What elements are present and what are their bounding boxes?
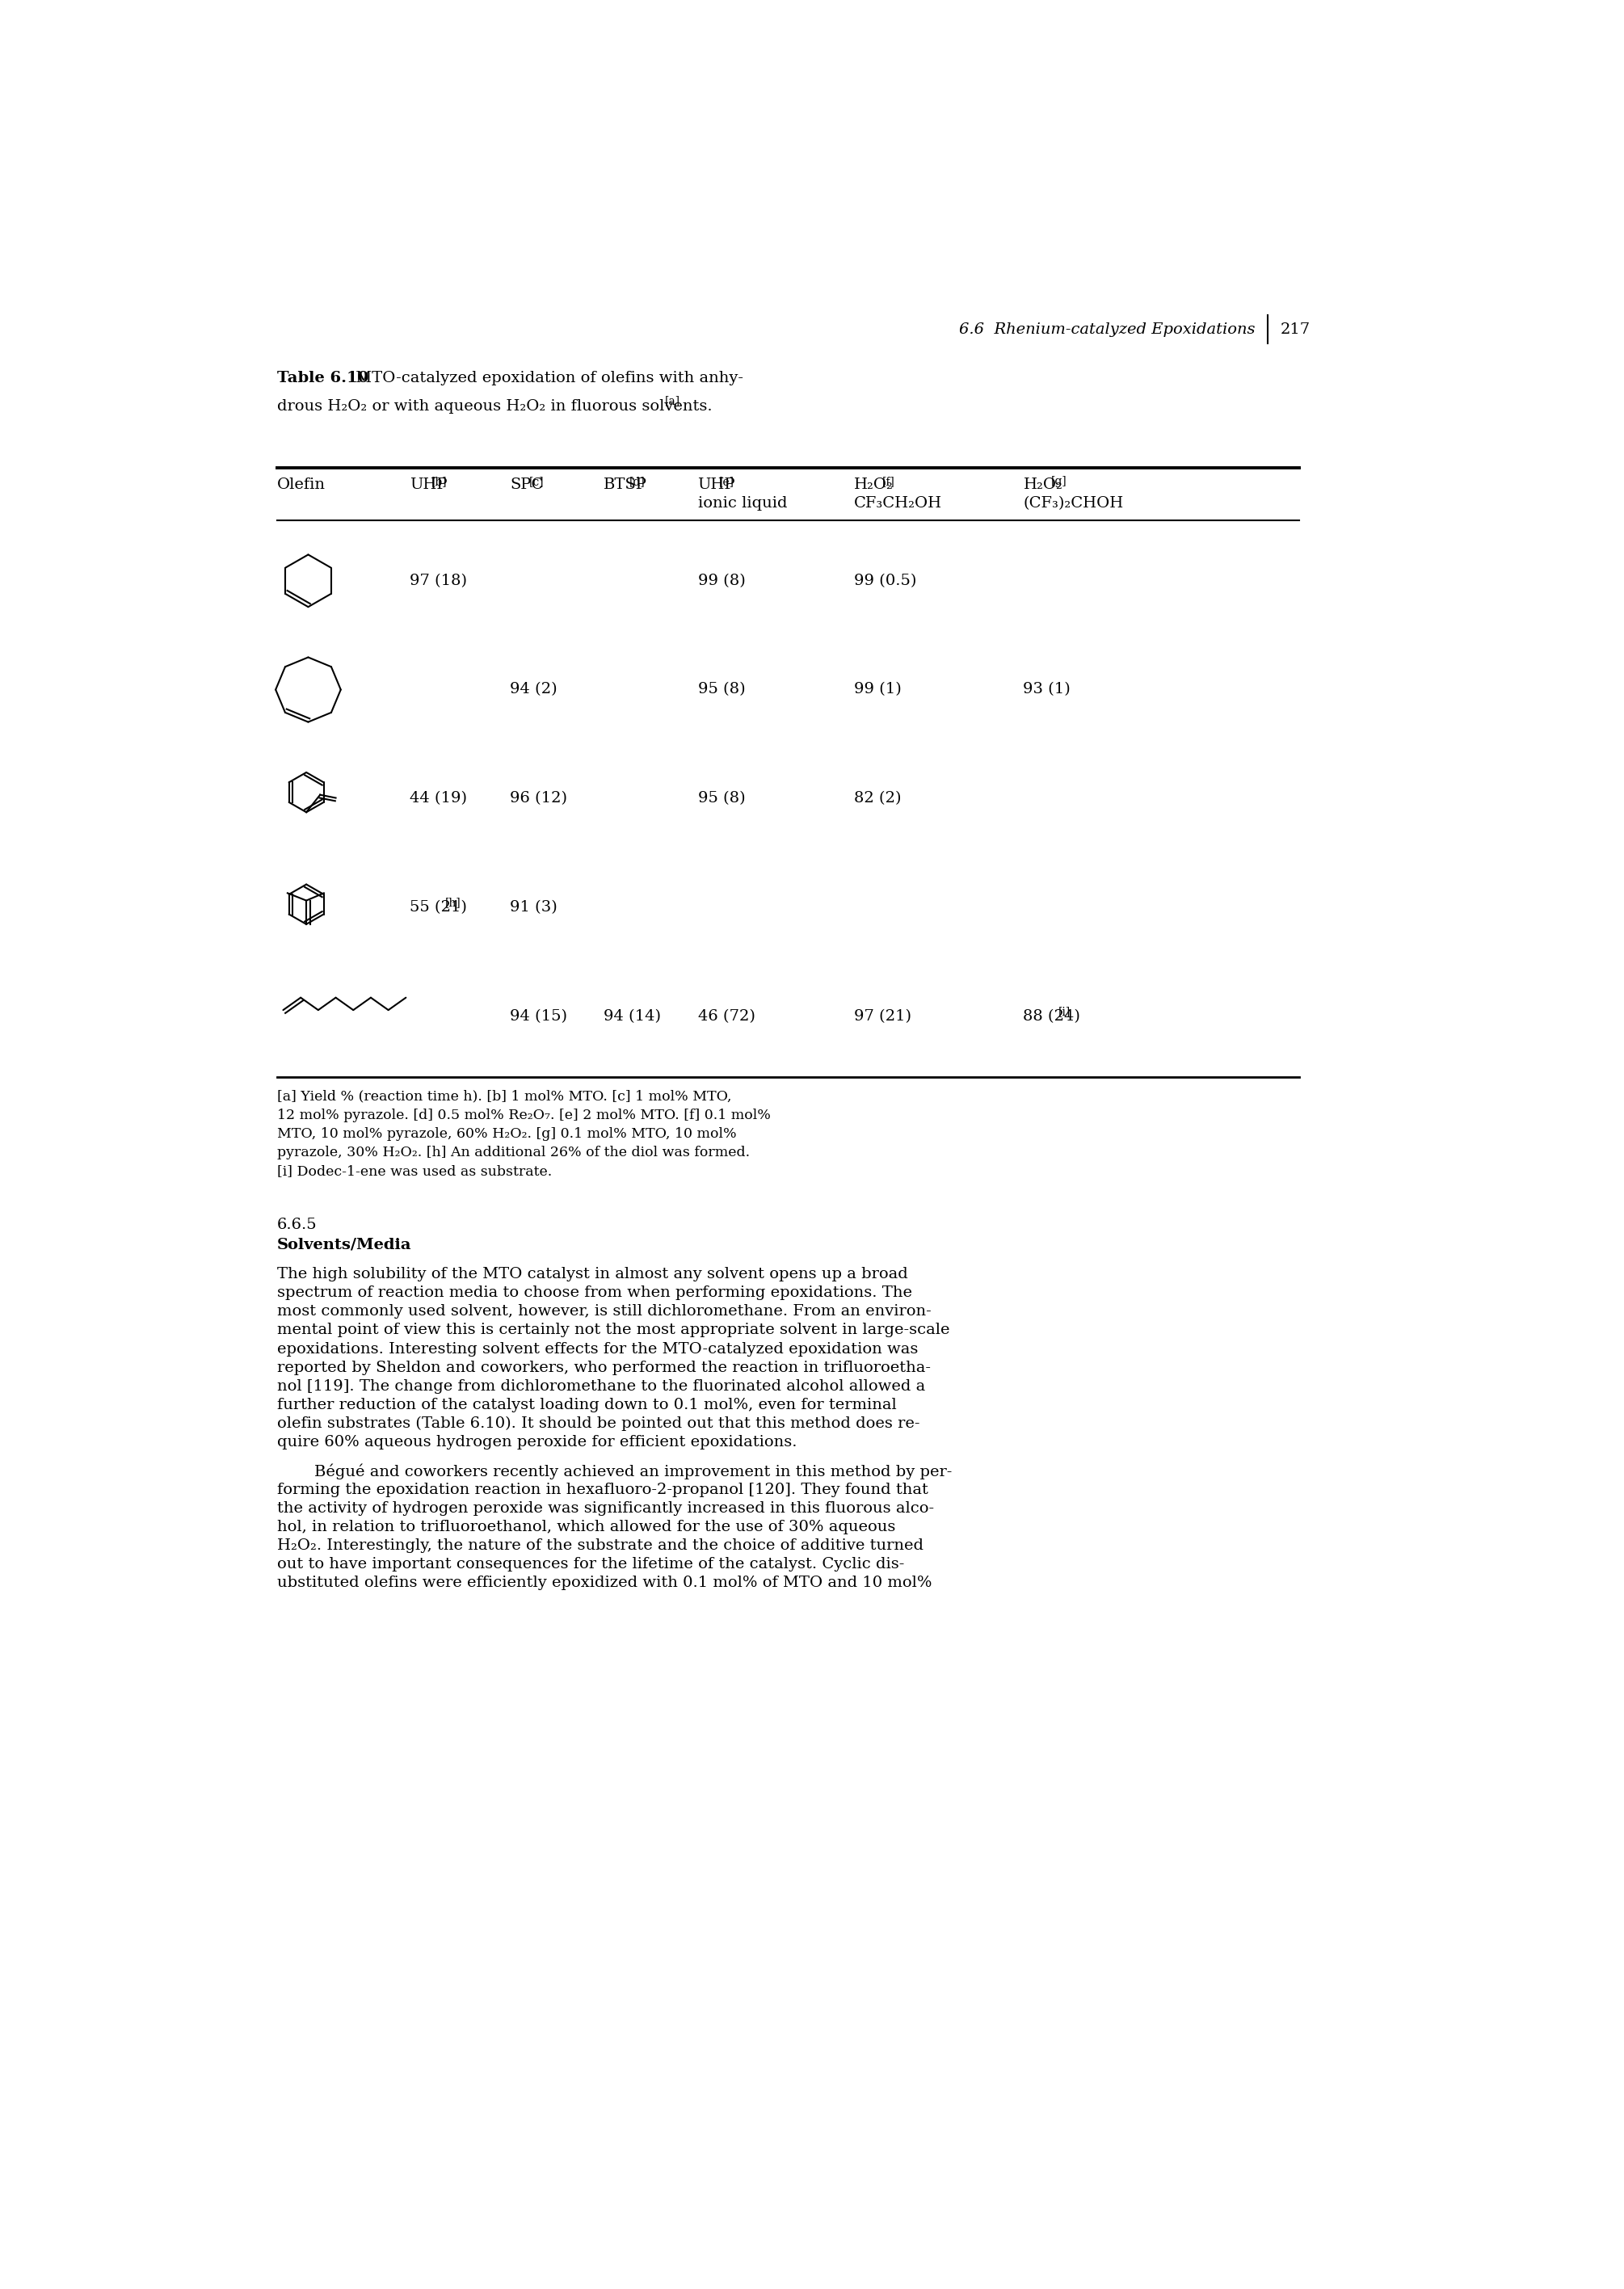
Text: Olefin: Olefin bbox=[276, 478, 325, 492]
Text: [e]: [e] bbox=[719, 476, 734, 488]
Text: 12 mol% pyrazole. [d] 0.5 mol% Re₂O₇. [e] 2 mol% MTO. [f] 0.1 mol%: 12 mol% pyrazole. [d] 0.5 mol% Re₂O₇. [e… bbox=[276, 1108, 770, 1122]
Text: 91 (3): 91 (3) bbox=[510, 900, 557, 916]
Text: (CF₃)₂CHOH: (CF₃)₂CHOH bbox=[1023, 497, 1124, 510]
Text: Bégué and coworkers recently achieved an improvement in this method by per-: Bégué and coworkers recently achieved an… bbox=[315, 1463, 952, 1479]
Text: [g]: [g] bbox=[1051, 476, 1067, 488]
Text: 88 (24): 88 (24) bbox=[1023, 1009, 1080, 1023]
Text: 94 (14): 94 (14) bbox=[604, 1009, 661, 1023]
Text: 55 (21): 55 (21) bbox=[409, 900, 468, 916]
Text: MTO, 10 mol% pyrazole, 60% H₂O₂. [g] 0.1 mol% MTO, 10 mol%: MTO, 10 mol% pyrazole, 60% H₂O₂. [g] 0.1… bbox=[276, 1126, 736, 1140]
Text: epoxidations. Interesting solvent effects for the MTO-catalyzed epoxidation was: epoxidations. Interesting solvent effect… bbox=[276, 1341, 918, 1355]
Text: spectrum of reaction media to choose from when performing epoxidations. The: spectrum of reaction media to choose fro… bbox=[276, 1286, 913, 1300]
Text: nol [119]. The change from dichloromethane to the fluorinated alcohol allowed a: nol [119]. The change from dichlorometha… bbox=[276, 1378, 926, 1394]
Text: SPC: SPC bbox=[510, 478, 544, 492]
Text: H₂O₂: H₂O₂ bbox=[1023, 478, 1062, 492]
Text: UHP: UHP bbox=[698, 478, 736, 492]
Text: out to have important consequences for the lifetime of the catalyst. Cyclic dis-: out to have important consequences for t… bbox=[276, 1557, 905, 1573]
Text: [b]: [b] bbox=[430, 476, 447, 488]
Text: 95 (8): 95 (8) bbox=[698, 792, 745, 806]
Text: [i]: [i] bbox=[1059, 1005, 1070, 1016]
Text: [a] Yield % (reaction time h). [b] 1 mol% MTO. [c] 1 mol% MTO,: [a] Yield % (reaction time h). [b] 1 mol… bbox=[276, 1090, 731, 1103]
Text: ubstituted olefins were efficiently epoxidized with 0.1 mol% of MTO and 10 mol%: ubstituted olefins were efficiently epox… bbox=[276, 1575, 932, 1591]
Text: 217: 217 bbox=[1280, 323, 1311, 336]
Text: 99 (8): 99 (8) bbox=[698, 575, 745, 588]
Text: hol, in relation to trifluoroethanol, which allowed for the use of 30% aqueous: hol, in relation to trifluoroethanol, wh… bbox=[276, 1520, 895, 1534]
Text: 93 (1): 93 (1) bbox=[1023, 682, 1070, 696]
Text: 94 (15): 94 (15) bbox=[510, 1009, 567, 1023]
Text: reported by Sheldon and coworkers, who performed the reaction in trifluoroetha-: reported by Sheldon and coworkers, who p… bbox=[276, 1360, 931, 1376]
Text: 99 (1): 99 (1) bbox=[854, 682, 901, 696]
Text: 94 (2): 94 (2) bbox=[510, 682, 557, 696]
Text: UHP: UHP bbox=[409, 478, 447, 492]
Text: [d]: [d] bbox=[628, 476, 645, 488]
Text: H₂O₂: H₂O₂ bbox=[854, 478, 893, 492]
Text: quire 60% aqueous hydrogen peroxide for efficient epoxidations.: quire 60% aqueous hydrogen peroxide for … bbox=[276, 1435, 797, 1449]
Text: pyrazole, 30% H₂O₂. [h] An additional 26% of the diol was formed.: pyrazole, 30% H₂O₂. [h] An additional 26… bbox=[276, 1147, 750, 1161]
Text: further reduction of the catalyst loading down to 0.1 mol%, even for terminal: further reduction of the catalyst loadin… bbox=[276, 1399, 896, 1412]
Text: mental point of view this is certainly not the most appropriate solvent in large: mental point of view this is certainly n… bbox=[276, 1323, 950, 1337]
Text: olefin substrates (Table 6.10). It should be pointed out that this method does r: olefin substrates (Table 6.10). It shoul… bbox=[276, 1417, 919, 1431]
Text: 97 (18): 97 (18) bbox=[409, 575, 468, 588]
Text: [i] Dodec-1-ene was used as substrate.: [i] Dodec-1-ene was used as substrate. bbox=[276, 1165, 552, 1179]
Text: 6.6.5: 6.6.5 bbox=[276, 1218, 317, 1231]
Text: the activity of hydrogen peroxide was significantly increased in this fluorous a: the activity of hydrogen peroxide was si… bbox=[276, 1502, 934, 1515]
Text: BTSP: BTSP bbox=[604, 478, 648, 492]
Text: 95 (8): 95 (8) bbox=[698, 682, 745, 696]
Text: most commonly used solvent, however, is still dichloromethane. From an environ-: most commonly used solvent, however, is … bbox=[276, 1305, 931, 1318]
Text: The high solubility of the MTO catalyst in almost any solvent opens up a broad: The high solubility of the MTO catalyst … bbox=[276, 1268, 908, 1282]
Text: Solvents/Media: Solvents/Media bbox=[276, 1236, 411, 1252]
Text: CF₃CH₂OH: CF₃CH₂OH bbox=[854, 497, 942, 510]
Text: Table 6.10: Table 6.10 bbox=[276, 371, 369, 385]
Text: [a]: [a] bbox=[666, 396, 680, 407]
Text: 46 (72): 46 (72) bbox=[698, 1009, 755, 1023]
Text: drous H₂O₂ or with aqueous H₂O₂ in fluorous solvents.: drous H₂O₂ or with aqueous H₂O₂ in fluor… bbox=[276, 398, 711, 414]
Text: 6.6  Rhenium-catalyzed Epoxidations: 6.6 Rhenium-catalyzed Epoxidations bbox=[958, 323, 1255, 336]
Text: 44 (19): 44 (19) bbox=[409, 792, 468, 806]
Text: [f]: [f] bbox=[882, 476, 895, 488]
Text: MTO-catalyzed epoxidation of olefins with anhy-: MTO-catalyzed epoxidation of olefins wit… bbox=[351, 371, 744, 385]
Text: ionic liquid: ionic liquid bbox=[698, 497, 788, 510]
Text: 82 (2): 82 (2) bbox=[854, 792, 901, 806]
Text: 99 (0.5): 99 (0.5) bbox=[854, 575, 916, 588]
Text: [h]: [h] bbox=[445, 897, 461, 909]
Text: forming the epoxidation reaction in hexafluoro-2-propanol [120]. They found that: forming the epoxidation reaction in hexa… bbox=[276, 1483, 927, 1497]
Text: [c]: [c] bbox=[528, 476, 544, 488]
Text: 96 (12): 96 (12) bbox=[510, 792, 567, 806]
Text: 97 (21): 97 (21) bbox=[854, 1009, 911, 1023]
Text: H₂O₂. Interestingly, the nature of the substrate and the choice of additive turn: H₂O₂. Interestingly, the nature of the s… bbox=[276, 1538, 924, 1552]
